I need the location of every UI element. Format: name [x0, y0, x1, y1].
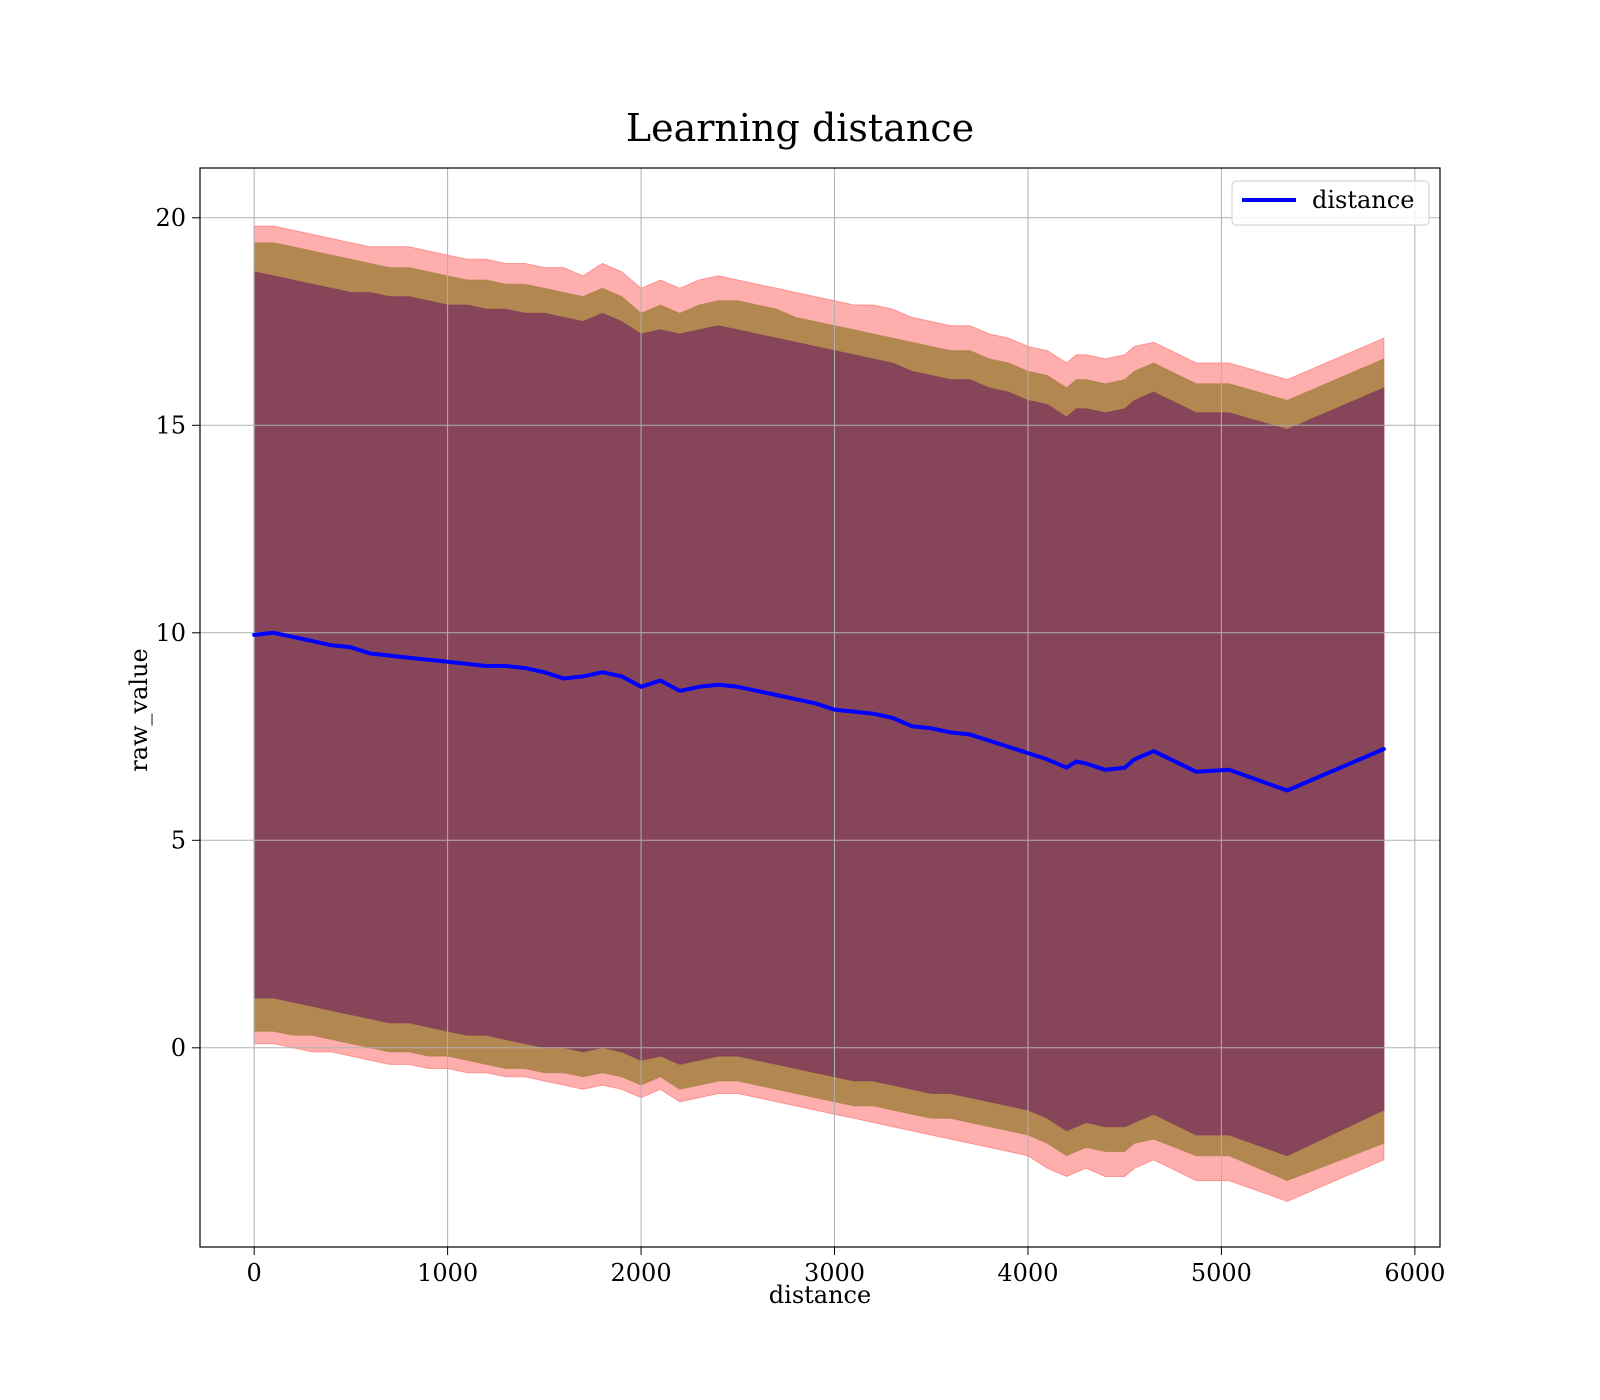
x-tick-label: 1000 [417, 1259, 478, 1287]
y-axis-label: raw_value [125, 648, 153, 772]
confidence-bands [253, 225, 1385, 1202]
x-tick-label: 3000 [804, 1259, 865, 1287]
y-tick-label: 15 [155, 411, 186, 439]
x-axis-label: distance [769, 1281, 871, 1309]
grid [200, 168, 1440, 1247]
band-inner [253, 271, 1385, 1157]
y-tick-label: 0 [171, 1034, 186, 1062]
y-tick-label: 5 [171, 826, 186, 854]
x-axis-ticks: 0 1000 2000 3000 4000 5000 6000 [247, 1247, 1445, 1287]
series-lines [252, 630, 1386, 793]
series-line-distance [252, 630, 1386, 793]
x-tick-label: 6000 [1384, 1259, 1445, 1287]
plot-frame [199, 167, 1441, 1248]
chart-title: Learning distance [626, 106, 974, 150]
legend-label-distance: distance [1312, 186, 1414, 214]
y-tick-label: 20 [155, 204, 186, 232]
y-axis-ticks: 0 5 10 15 20 [155, 204, 200, 1062]
legend: distance [1231, 180, 1430, 226]
x-tick-label: 0 [247, 1259, 262, 1287]
legend-box [1231, 180, 1430, 226]
x-tick-label: 4000 [997, 1259, 1058, 1287]
x-tick-label: 2000 [611, 1259, 672, 1287]
y-tick-label: 10 [155, 619, 186, 647]
x-tick-label: 5000 [1191, 1259, 1252, 1287]
